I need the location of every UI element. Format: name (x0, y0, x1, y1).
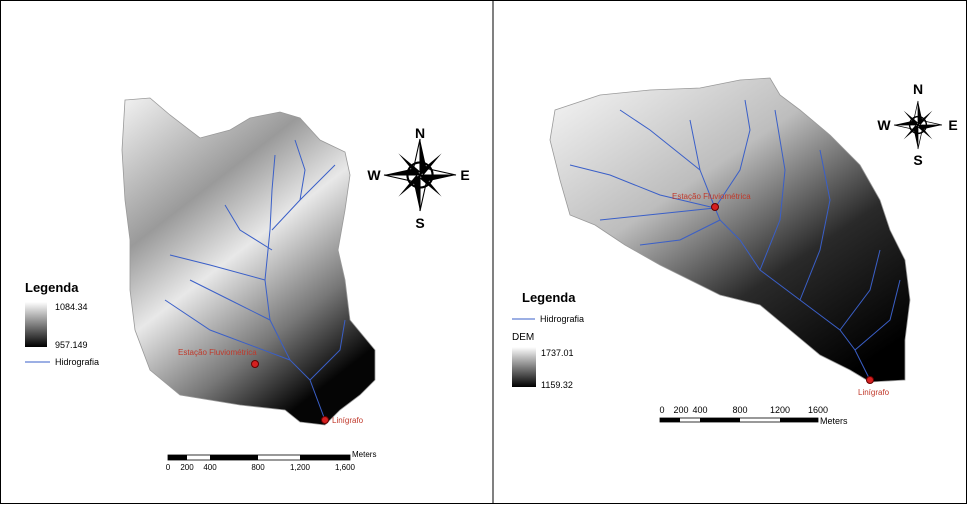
legend-ramp (512, 347, 536, 387)
scale-label: 400 (203, 463, 217, 472)
compass-w: W (877, 117, 891, 133)
figure: Estação Fluviométrica Linígrafo N W E S … (0, 0, 967, 504)
scale-label: 0 (166, 463, 171, 472)
scale-label: 1200 (770, 405, 790, 415)
scale-label: 800 (251, 463, 265, 472)
station-point (712, 204, 719, 211)
scale-bar (168, 455, 350, 460)
left-map: Estação Fluviométrica Linígrafo N W E S … (25, 98, 470, 472)
scale-label: 400 (692, 405, 707, 415)
compass-n: N (913, 81, 923, 97)
right-map: Estação Fluviométrica Linígrafo N W E S … (512, 78, 958, 426)
station-point (252, 361, 259, 368)
legend-low: 957.149 (55, 340, 88, 350)
gauge-point (867, 377, 874, 384)
scale-unit: Meters (352, 450, 376, 459)
gauge-label: Linígrafo (858, 388, 890, 397)
compass-e: E (948, 117, 957, 133)
station-label: Estação Fluviométrica (178, 348, 257, 357)
scale-label: 200 (673, 405, 688, 415)
scale-label: 1,200 (290, 463, 311, 472)
legend-river: Hidrografia (540, 314, 584, 324)
legend-title: Legenda (522, 290, 576, 305)
compass-s: S (415, 215, 424, 231)
compass-rose (384, 139, 456, 211)
station-label: Estação Fluviométrica (672, 192, 751, 201)
legend-title: Legenda (25, 280, 79, 295)
watershed (122, 98, 375, 425)
legend-river: Hidrografia (55, 357, 99, 367)
compass-e: E (460, 167, 469, 183)
scale-label: 0 (659, 405, 664, 415)
compass-s: S (913, 152, 922, 168)
scale-unit: Meters (820, 416, 848, 426)
scale-bar (660, 418, 818, 422)
gauge-label: Linígrafo (332, 416, 364, 425)
legend-high: 1084.34 (55, 302, 88, 312)
compass-rose (894, 101, 942, 149)
compass-n: N (415, 125, 425, 141)
scale-label: 200 (180, 463, 194, 472)
legend-low: 1159.32 (541, 380, 573, 390)
legend-layer: DEM (512, 332, 534, 343)
compass-w: W (367, 167, 381, 183)
scale-label: 800 (732, 405, 747, 415)
legend-high: 1737.01 (541, 348, 574, 358)
legend-ramp (25, 302, 47, 347)
gauge-point (322, 417, 329, 424)
scale-label: 1,600 (335, 463, 356, 472)
scale-label: 1600 (808, 405, 828, 415)
